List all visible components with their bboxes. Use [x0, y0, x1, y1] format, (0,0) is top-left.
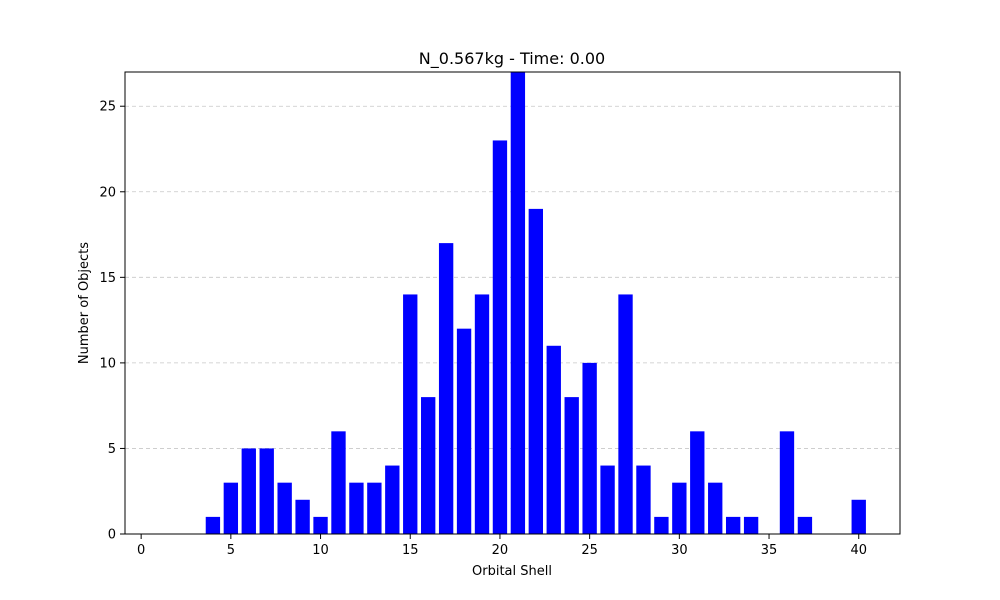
bar-shell-32	[708, 482, 723, 534]
bar-shell-36	[779, 431, 795, 534]
x-tick-label: 20	[492, 543, 509, 558]
bar-shell-4	[205, 516, 221, 534]
y-tick-label: 0	[108, 528, 116, 543]
bar-shell-16	[421, 397, 436, 534]
bar-shell-13	[367, 482, 382, 534]
y-axis-ticks: 0 5 10 15 20 25	[99, 100, 125, 543]
y-tick-label: 25	[99, 100, 116, 115]
x-tick-label: 0	[137, 543, 145, 558]
bar-shell-34	[743, 516, 759, 534]
plot-frame	[124, 71, 901, 535]
bar-shell-26	[600, 465, 615, 534]
chart-title: N_0.567kg - Time: 0.00	[419, 49, 605, 69]
y-tick-label: 5	[108, 442, 116, 457]
x-tick-label: 25	[581, 543, 598, 558]
y-tick-label: 20	[99, 185, 116, 200]
bar-shell-7	[259, 448, 274, 534]
bar-shell-37	[797, 516, 813, 534]
bar-shell-19	[474, 294, 490, 534]
y-tick-label: 15	[99, 271, 116, 286]
bar-shell-28	[636, 465, 651, 534]
y-tick-label: 10	[99, 356, 116, 371]
bar-shell-21	[510, 72, 526, 534]
bar-shell-22	[528, 208, 543, 534]
x-tick-label: 15	[402, 543, 419, 558]
bar-shell-23	[546, 345, 561, 534]
x-tick-label: 30	[671, 543, 688, 558]
bar-shell-30	[672, 482, 687, 534]
bar-shell-24	[564, 397, 579, 534]
bar-shell-29	[654, 516, 669, 534]
y-axis-title: Number of Objects	[77, 242, 92, 364]
bar-shell-25	[582, 362, 597, 534]
bar-shell-20	[492, 140, 508, 534]
bar-shell-11	[331, 431, 346, 534]
bar-shell-33	[725, 516, 741, 534]
bar-shell-40	[851, 499, 866, 534]
bars	[205, 72, 866, 534]
bar-shell-31	[690, 431, 705, 534]
x-tick-label: 10	[312, 543, 329, 558]
x-tick-label: 5	[227, 543, 235, 558]
x-tick-label: 35	[761, 543, 778, 558]
x-axis-ticks: 0 5 10 15 20 25 30 35 40	[137, 534, 867, 558]
bar-shell-27	[618, 294, 633, 534]
bar-shell-5	[223, 482, 239, 534]
bar-shell-9	[295, 499, 310, 534]
x-tick-label: 40	[850, 543, 867, 558]
bar-shell-15	[403, 294, 418, 534]
bar-shell-12	[349, 482, 364, 534]
bar-shell-17	[438, 243, 454, 534]
bar-shell-10	[313, 516, 328, 534]
bar-shell-14	[385, 465, 400, 534]
bar-shell-8	[277, 482, 292, 534]
bar-shell-6	[241, 448, 256, 534]
bar-shell-18	[456, 328, 472, 534]
x-axis-title: Orbital Shell	[472, 564, 552, 579]
